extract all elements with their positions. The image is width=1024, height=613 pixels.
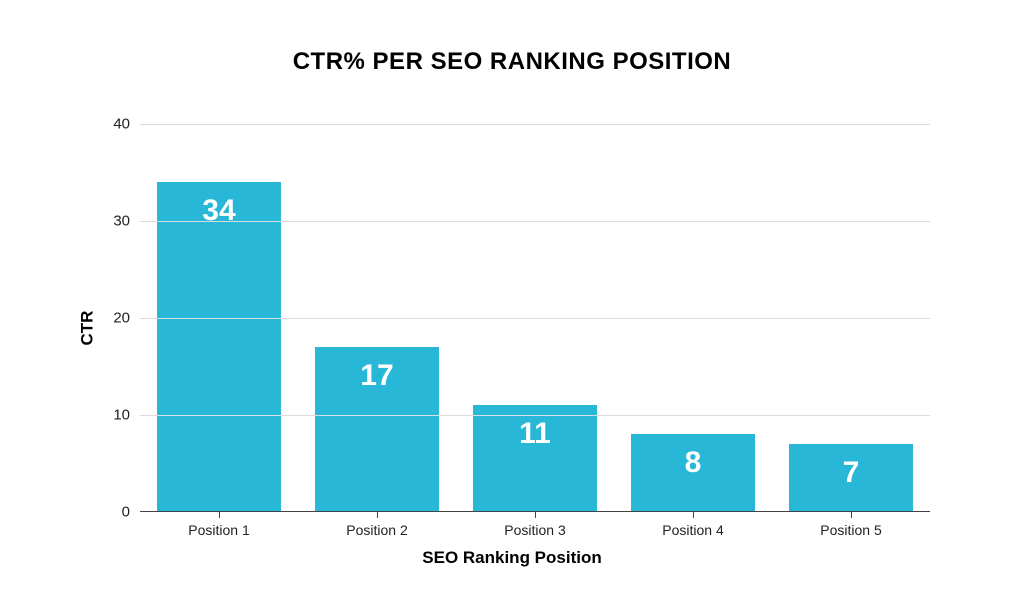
x-tick-label: Position 2 [346, 512, 407, 538]
x-axis-line [140, 511, 930, 512]
plot-area: 34Position 117Position 211Position 38Pos… [140, 124, 930, 512]
x-tick-label: Position 3 [504, 512, 565, 538]
bar: 17 [315, 347, 438, 512]
bar: 34 [157, 182, 280, 512]
y-tick-label: 0 [122, 504, 140, 521]
bar: 7 [789, 444, 912, 512]
bar-value-label: 17 [360, 359, 393, 393]
bar-value-label: 7 [843, 456, 860, 490]
bar-value-label: 34 [202, 194, 235, 228]
x-tick-label: Position 5 [820, 512, 881, 538]
y-tick-label: 40 [113, 116, 140, 133]
gridline [140, 318, 930, 319]
y-tick-label: 10 [113, 407, 140, 424]
bar: 8 [631, 434, 754, 512]
bar-value-label: 8 [685, 446, 702, 480]
bar: 11 [473, 405, 596, 512]
y-tick-label: 30 [113, 213, 140, 230]
x-tick-label: Position 4 [662, 512, 723, 538]
gridline [140, 415, 930, 416]
y-tick-label: 20 [113, 310, 140, 327]
y-axis-title: CTR [77, 311, 97, 346]
gridline [140, 124, 930, 125]
gridline [140, 221, 930, 222]
chart-title: CTR% PER SEO RANKING POSITION [0, 48, 1024, 76]
bar-value-label: 11 [519, 417, 551, 451]
x-tick-label: Position 1 [188, 512, 249, 538]
x-axis-title: SEO Ranking Position [0, 548, 1024, 568]
